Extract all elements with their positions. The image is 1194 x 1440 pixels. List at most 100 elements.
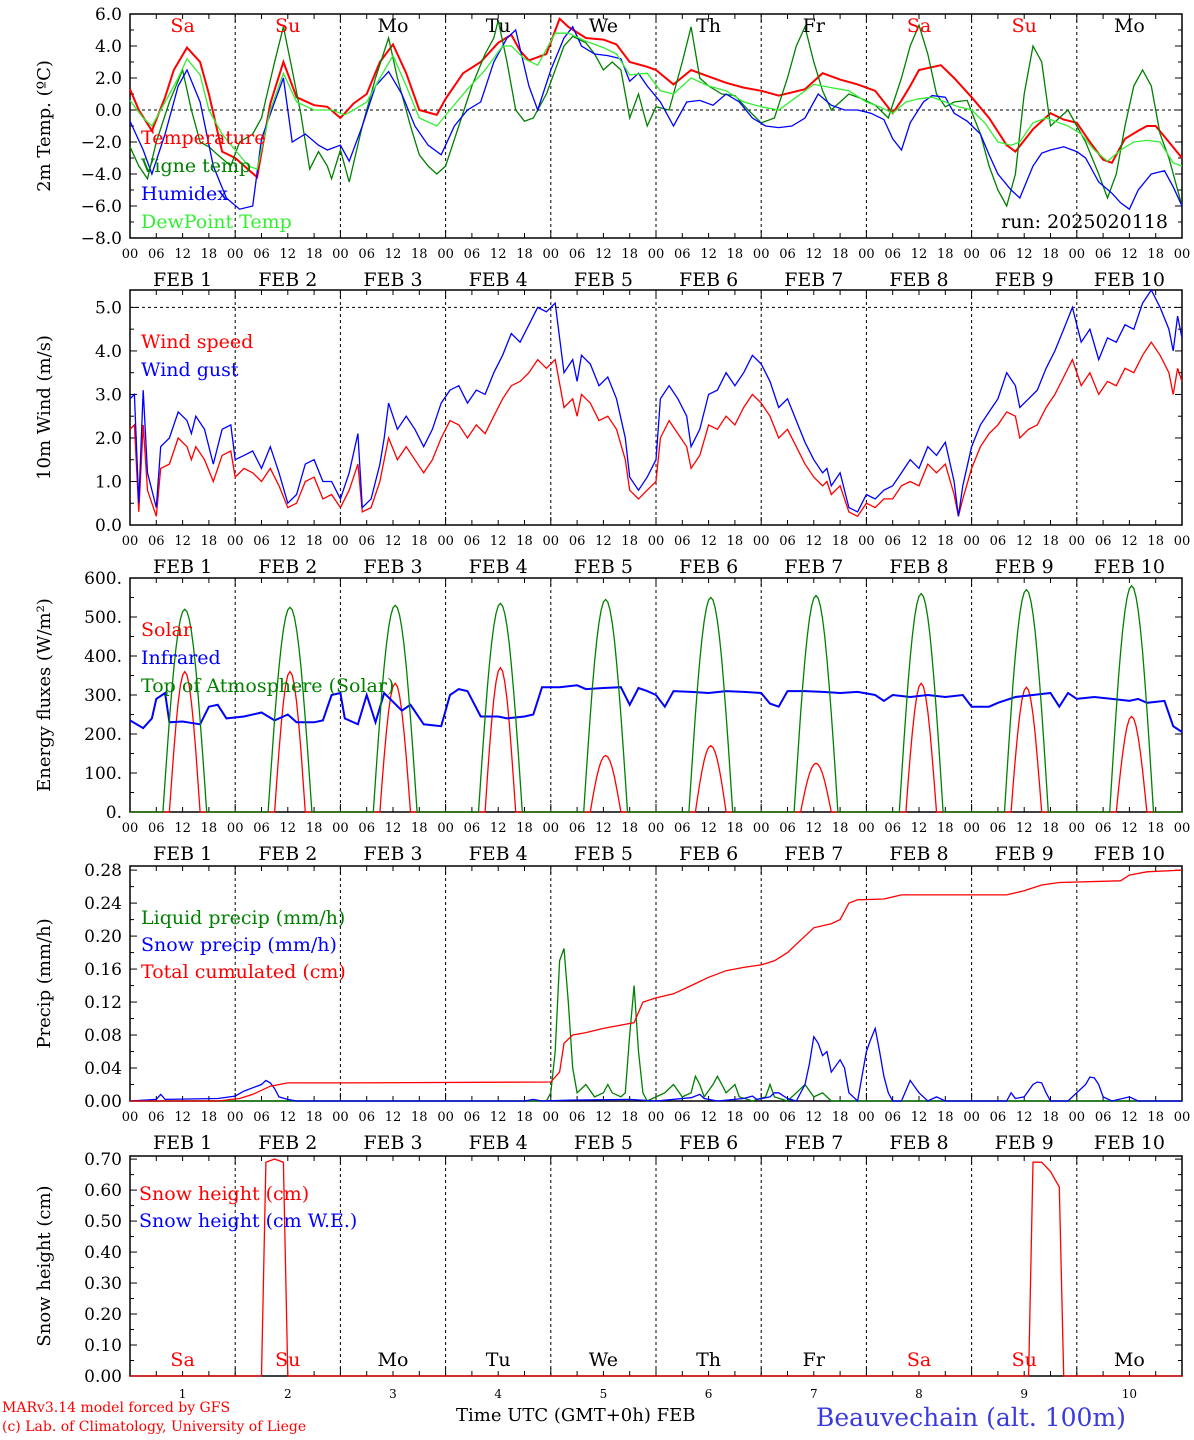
hour-tick-label: 12 [700,821,717,836]
hour-tick-label: 12 [806,821,823,836]
hour-tick-label: 06 [569,247,586,262]
day-name: We [589,15,618,37]
legend-entry: Wind speed [141,331,253,353]
hour-tick-label: 00 [1174,247,1191,262]
hour-tick-label: 18 [937,821,954,836]
y-tick-label: −2.0 [81,133,122,153]
series-line-top-of-atmosphere-solar- [130,584,1182,813]
series-line-humidex [129,25,1183,211]
hour-tick-label: 12 [1016,247,1033,262]
hour-tick-label: 06 [990,821,1007,836]
legend-entry: Snow precip (mm/h) [141,934,337,956]
day-name: Su [1012,15,1037,37]
panel-precip: 0.28 0.24 0.20 0.16 0.12 0.08 0.04 0.00 Precip (… [34,861,1190,1154]
hour-tick-label: 12 [385,534,402,549]
hour-tick-label: 00 [1174,1110,1191,1125]
day-name: Tu [486,15,511,37]
y-tick-label: 0.16 [84,960,122,980]
hour-tick-label: 06 [569,534,586,549]
hour-tick-label: 06 [148,247,165,262]
legend-entry: Wind gust [141,359,239,381]
hour-tick-label: 12 [911,534,928,549]
run-label: run: 2025020118 [1001,211,1168,233]
date-label: FEB 2 [258,269,317,291]
day-number: 6 [705,1387,713,1401]
legend-entry: Snow height (cm W.E.) [139,1210,357,1232]
hour-tick-label: 12 [1016,534,1033,549]
hour-tick-label: 00 [858,1110,875,1125]
date-label: FEB 1 [153,1132,212,1154]
hour-tick-label: 00 [543,247,560,262]
y-tick-label: 0.40 [84,1243,122,1263]
hour-tick-label: 00 [332,1110,349,1125]
series-line-vigne-temp [129,20,1183,208]
day-name: Fr [803,1349,826,1371]
hour-tick-label: 06 [674,247,691,262]
y-tick-label: 100. [84,764,122,784]
hour-tick-label: 18 [832,247,849,262]
date-label: FEB 8 [889,1132,948,1154]
hour-tick-label: 00 [332,247,349,262]
legend-entry: Humidex [141,183,228,205]
hour-tick-label: 00 [1069,247,1086,262]
y-tick-label: 5.0 [95,298,122,318]
hour-tick-label: 06 [358,1110,375,1125]
hour-tick-label: 00 [122,534,139,549]
hour-tick-label: 06 [358,821,375,836]
hour-tick-label: 06 [148,534,165,549]
date-label: FEB 4 [469,556,528,578]
day-number: 5 [600,1387,608,1401]
date-label: FEB 7 [784,269,843,291]
hour-tick-label: 06 [464,821,481,836]
date-label: FEB 9 [995,556,1054,578]
panel-energy: 600. 500. 400. 300. 200. 100. 0. Energy fluxes … [34,569,1190,865]
date-label: FEB 1 [153,269,212,291]
hour-tick-label: 12 [1121,821,1138,836]
y-tick-label: 0.0 [95,516,122,536]
hour-tick-label: 00 [648,1110,665,1125]
hour-tick-label: 18 [411,534,428,549]
hour-tick-label: 00 [963,247,980,262]
y-tick-label: 2.0 [95,429,122,449]
day-number: 4 [494,1387,502,1401]
date-label: FEB 1 [153,843,212,865]
y-tick-label: 0.70 [84,1150,122,1170]
hour-tick-label: 00 [648,247,665,262]
day-number: 2 [284,1387,292,1401]
y-tick-label: 0.28 [84,861,122,881]
date-label: FEB 10 [1094,556,1165,578]
hour-tick-label: 12 [174,821,191,836]
site-name: Beauvechain (alt. 100m) [816,1403,1126,1432]
date-label: FEB 6 [679,269,738,291]
legend-entry: Top of Atmosphere (Solar) [141,675,394,697]
hour-tick-label: 12 [1016,821,1033,836]
day-name: Sa [907,1349,931,1371]
day-number: 3 [389,1387,397,1401]
hour-tick-label: 00 [122,247,139,262]
hour-tick-label: 06 [148,1110,165,1125]
y-tick-label: 2.0 [95,69,122,89]
hour-tick-label: 18 [1042,821,1059,836]
date-label: FEB 8 [889,556,948,578]
series-line-snow-precip-mm-h- [129,1026,1182,1103]
legend-entry: DewPoint Temp [141,211,292,233]
hour-tick-label: 06 [990,1110,1007,1125]
hour-tick-label: 18 [516,1110,533,1125]
day-name: Mo [378,1349,409,1371]
series-line-wind-gust [129,288,1183,517]
legend-entry: Total cumulated (cm) [141,961,346,983]
series-line-infrared [129,684,1183,733]
date-label: FEB 9 [995,1132,1054,1154]
day-name: Sa [170,1349,194,1371]
hour-tick-label: 06 [1095,247,1112,262]
y-axis-label: Precip (mm/h) [34,918,55,1048]
hour-tick-label: 06 [674,1110,691,1125]
hour-tick-label: 18 [727,247,744,262]
hour-tick-label: 12 [1121,534,1138,549]
series-line-temperature [129,17,1183,180]
legend-entry: Solar [141,619,193,641]
date-label: FEB 4 [469,843,528,865]
hour-tick-label: 12 [700,1110,717,1125]
hour-tick-label: 00 [753,1110,770,1125]
hour-tick-label: 06 [358,247,375,262]
